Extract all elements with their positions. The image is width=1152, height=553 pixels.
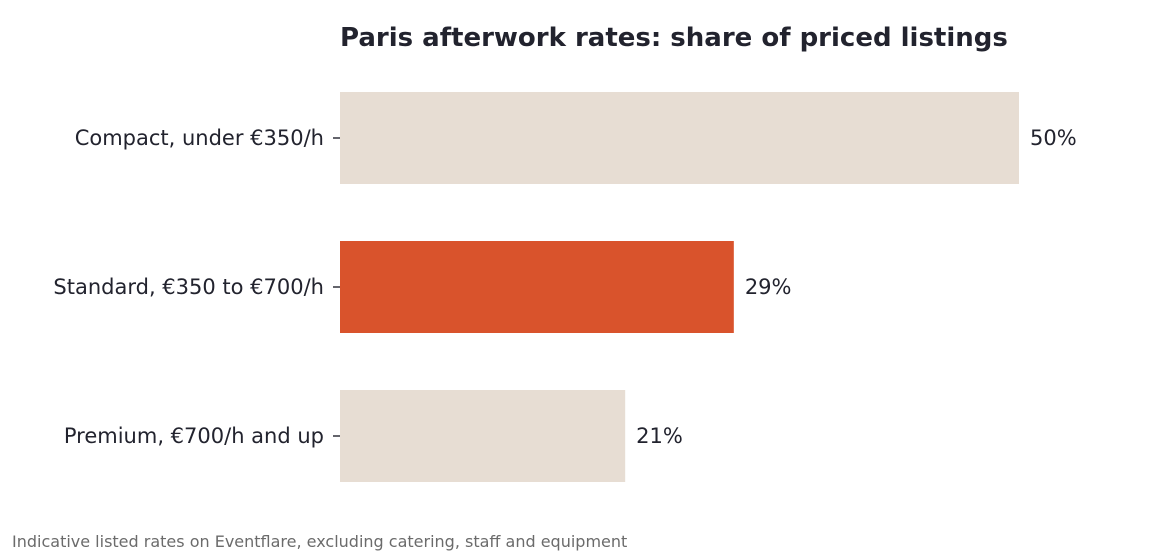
category-label-1: Compact, under €350/h [75, 126, 324, 150]
value-label-2: 29% [745, 275, 792, 299]
chart-title: Paris afterwork rates: share of priced l… [340, 23, 1008, 53]
value-label-1: 50% [1030, 126, 1077, 150]
plot-area: Compact, under €350/h 50% Standard, €350 t… [53, 92, 1077, 482]
bar-3 [340, 390, 626, 482]
bar-2 [340, 241, 734, 333]
category-label-3: Premium, €700/h and up [64, 424, 324, 448]
bar-1 [340, 92, 1019, 184]
category-label-2: Standard, €350 to €700/h [53, 275, 324, 299]
chart-footnote: Indicative listed rates on Eventflare, e… [12, 532, 627, 551]
value-label-3: 21% [636, 424, 683, 448]
